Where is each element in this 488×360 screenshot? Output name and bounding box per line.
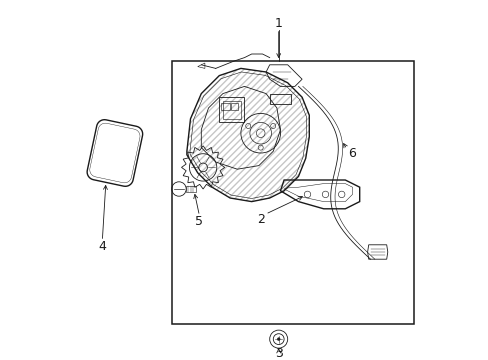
Text: 6: 6	[348, 147, 356, 159]
Text: 5: 5	[195, 215, 203, 228]
Circle shape	[277, 338, 280, 341]
Text: 2: 2	[256, 213, 264, 226]
Bar	[230, 103, 238, 110]
Text: 3: 3	[274, 347, 282, 360]
Bar	[172, 61, 413, 324]
Bar	[221, 103, 230, 110]
Text: 4: 4	[98, 240, 106, 253]
Text: 1: 1	[274, 17, 282, 30]
